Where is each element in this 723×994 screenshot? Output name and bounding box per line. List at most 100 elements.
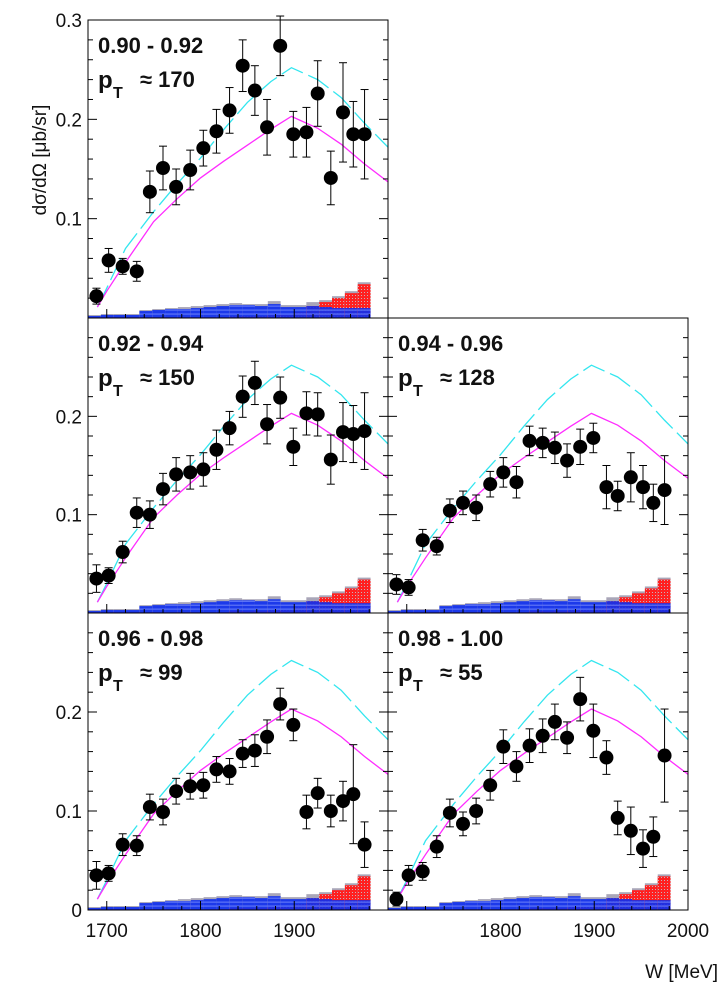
syst-blue-bar	[177, 309, 191, 318]
data-point	[522, 425, 537, 457]
syst-blue-bar	[357, 603, 371, 613]
data-marker	[336, 794, 350, 809]
data-point	[286, 708, 301, 742]
data-marker	[299, 125, 314, 140]
data-point	[522, 728, 537, 763]
data-marker	[346, 787, 361, 802]
syst-blue-bar	[88, 908, 101, 910]
data-point	[89, 564, 104, 593]
y-tick-label: 0.3	[56, 11, 82, 32]
data-marker	[247, 375, 262, 390]
syst-blue-bar	[357, 308, 371, 318]
syst-blue-bar	[503, 899, 517, 910]
syst-blue-bar	[113, 610, 127, 613]
data-marker	[310, 407, 325, 422]
data-marker	[89, 289, 104, 304]
systematics-histogram	[88, 282, 371, 318]
data-point	[401, 579, 416, 596]
data-marker	[129, 264, 144, 279]
data-marker	[260, 417, 275, 432]
data-point	[469, 797, 484, 825]
model-cyan-dashed-curve	[96, 66, 388, 308]
data-marker	[209, 442, 224, 457]
x-tick-label: 2000	[667, 921, 709, 942]
y-axis-title: dσ/dΩ [μb/sr]	[30, 105, 51, 216]
syst-blue-bar	[657, 603, 671, 613]
x-tick-label: 1700	[86, 921, 128, 942]
data-point	[336, 62, 350, 163]
data-marker	[522, 433, 537, 448]
data-marker	[183, 465, 198, 480]
x-tick-label: 1800	[179, 921, 221, 942]
data-marker	[469, 500, 484, 515]
syst-blue-bar	[542, 897, 555, 910]
data-marker	[456, 495, 470, 510]
data-point	[456, 490, 470, 516]
data-point	[346, 100, 361, 168]
systematics-histogram	[88, 874, 371, 910]
syst-blue-bar	[254, 601, 268, 613]
data-marker	[586, 430, 601, 445]
data-marker	[623, 823, 638, 838]
systematics-histogram	[388, 874, 671, 910]
data-marker	[336, 105, 350, 120]
syst-blue-bar	[139, 903, 153, 910]
data-marker	[496, 465, 511, 480]
data-marker	[401, 580, 416, 595]
data-point	[610, 480, 625, 512]
data-marker	[456, 816, 470, 831]
data-point	[209, 756, 224, 783]
pt-value: ≈ 170	[140, 67, 195, 92]
data-marker	[483, 778, 498, 793]
syst-blue-bar	[554, 601, 568, 613]
pt-subscript: T	[113, 383, 123, 400]
model-cyan-dashed-curve	[396, 659, 688, 900]
data-marker	[222, 103, 237, 118]
model-cyan-dashed-curve	[96, 364, 388, 603]
syst-blue-bar	[439, 903, 453, 910]
data-point	[142, 793, 157, 821]
syst-blue-bar	[254, 898, 268, 910]
data-marker	[646, 495, 661, 510]
syst-blue-bar	[319, 899, 333, 910]
data-point	[657, 455, 672, 525]
data-point	[235, 739, 250, 768]
pt-symbol: p	[98, 67, 113, 94]
data-point	[222, 410, 237, 446]
data-marker	[260, 729, 275, 744]
data-marker	[535, 728, 550, 743]
data-point	[169, 457, 184, 492]
data-marker	[286, 717, 301, 732]
model-magenta-solid-curve	[396, 412, 688, 603]
data-marker	[522, 738, 537, 753]
data-point	[273, 376, 288, 419]
y-tick-label: 0.1	[56, 506, 82, 527]
syst-blue-bar	[632, 603, 645, 613]
pt-value: ≈ 150	[140, 365, 195, 390]
syst-blue-bar	[113, 315, 127, 318]
syst-blue-bar	[439, 606, 453, 613]
data-point	[156, 798, 170, 826]
data-point	[560, 721, 575, 755]
data-point	[273, 15, 288, 77]
data-marker	[357, 837, 372, 852]
syst-blue-bar	[242, 600, 255, 613]
data-point	[573, 676, 588, 722]
data-marker	[183, 162, 198, 177]
syst-blue-bar	[293, 307, 307, 318]
data-point	[389, 574, 404, 595]
pt-value: ≈ 128	[440, 365, 495, 390]
syst-blue-bar	[280, 899, 294, 910]
data-marker	[547, 714, 562, 729]
syst-blue-bar	[593, 602, 607, 613]
syst-blue-bar	[580, 899, 594, 910]
y-tick-label: 0.2	[56, 110, 82, 131]
syst-blue-bar	[165, 901, 178, 910]
data-point	[636, 829, 650, 868]
syst-blue-bar	[306, 601, 320, 613]
data-marker	[599, 750, 614, 765]
syst-blue-bar	[606, 898, 620, 910]
data-marker	[610, 488, 625, 503]
data-point	[357, 392, 372, 470]
pt-symbol: p	[398, 365, 413, 392]
